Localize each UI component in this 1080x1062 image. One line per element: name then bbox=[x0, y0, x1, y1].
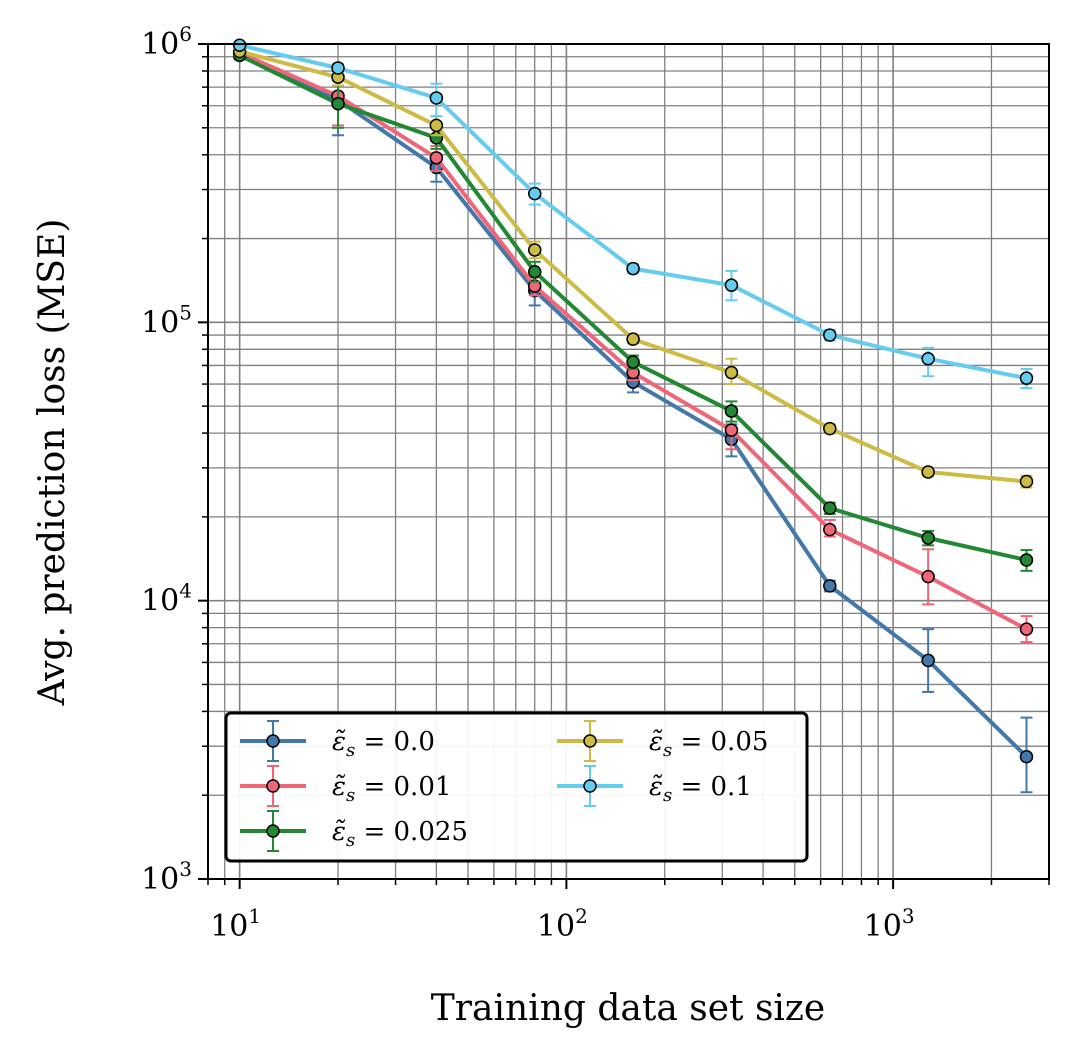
legend-entry-0: ε̃s = 0.0 bbox=[240, 720, 435, 762]
data-point bbox=[429, 91, 444, 105]
data-point bbox=[823, 579, 837, 593]
legend-entry-1: ε̃s = 0.01 bbox=[240, 765, 451, 807]
data-point bbox=[823, 421, 837, 436]
legend-swatch-marker bbox=[583, 779, 597, 793]
tick-labels: 101 102 103 103 104 105 106 bbox=[141, 22, 914, 944]
data-point bbox=[232, 38, 247, 52]
legend-swatch-marker bbox=[583, 734, 597, 748]
legend-swatch-marker bbox=[266, 734, 280, 748]
data-point bbox=[724, 404, 739, 418]
ticks bbox=[198, 43, 1050, 889]
data-point bbox=[921, 351, 935, 366]
y-tick-label: 103 bbox=[141, 857, 192, 897]
data-point bbox=[823, 522, 837, 537]
series-layer bbox=[232, 38, 1034, 794]
data-point bbox=[921, 531, 935, 545]
x-tick-label: 102 bbox=[537, 904, 588, 944]
data-point bbox=[724, 365, 739, 380]
data-point bbox=[626, 261, 640, 276]
data-point bbox=[429, 151, 444, 165]
data-point bbox=[823, 501, 837, 515]
series-line bbox=[238, 52, 1028, 759]
legend-box bbox=[224, 711, 809, 863]
data-point bbox=[724, 278, 739, 292]
data-point bbox=[1019, 553, 1034, 567]
y-tick-label: 104 bbox=[141, 579, 192, 619]
data-point bbox=[1019, 749, 1034, 764]
y-tick-label: 105 bbox=[141, 300, 192, 340]
legend-label: ε̃s = 0.025 bbox=[332, 817, 468, 851]
data-point bbox=[921, 465, 935, 479]
legend-entry-2: ε̃s = 0.025 bbox=[240, 810, 468, 852]
data-point bbox=[527, 243, 542, 257]
legend-label: ε̃s = 0.1 bbox=[649, 772, 752, 806]
data-point bbox=[626, 355, 640, 369]
data-point bbox=[921, 569, 935, 584]
data-point bbox=[331, 96, 345, 111]
series-line bbox=[239, 43, 1027, 381]
data-point bbox=[823, 328, 837, 342]
series-4 bbox=[232, 38, 1034, 390]
legend-swatch-marker bbox=[266, 779, 280, 793]
legend: ε̃s = 0.0 ε̃s = 0.01 ε̃s = 0.025 ε̃s = 0.05… bbox=[224, 711, 809, 863]
data-point bbox=[921, 653, 935, 668]
data-point bbox=[1019, 474, 1034, 489]
x-tick-label: 103 bbox=[864, 904, 915, 944]
data-point bbox=[527, 264, 542, 279]
legend-entry-4: ε̃s = 0.1 bbox=[557, 765, 752, 807]
data-point bbox=[527, 186, 542, 201]
legend-entry-3: ε̃s = 0.05 bbox=[557, 720, 768, 762]
data-point bbox=[331, 61, 345, 75]
y-axis-label: Avg. prediction loss (MSE) bbox=[32, 219, 73, 707]
legend-label: ε̃s = 0.01 bbox=[332, 772, 451, 806]
data-point bbox=[1019, 371, 1034, 385]
series-0 bbox=[232, 47, 1034, 794]
legend-label: ε̃s = 0.05 bbox=[649, 727, 768, 761]
legend-label: ε̃s = 0.0 bbox=[332, 727, 435, 761]
series-line bbox=[238, 53, 1027, 562]
x-axis-label: Training data set size bbox=[431, 988, 825, 1029]
plot-frame bbox=[207, 43, 1050, 880]
data-point bbox=[724, 423, 739, 437]
legend-swatch-marker bbox=[266, 824, 280, 838]
y-tick-label: 106 bbox=[141, 22, 192, 62]
series-3 bbox=[232, 44, 1034, 489]
data-point bbox=[429, 118, 444, 133]
series-2 bbox=[232, 48, 1034, 572]
data-point bbox=[1019, 622, 1034, 636]
x-tick-label: 101 bbox=[210, 904, 261, 944]
data-point bbox=[626, 332, 640, 346]
